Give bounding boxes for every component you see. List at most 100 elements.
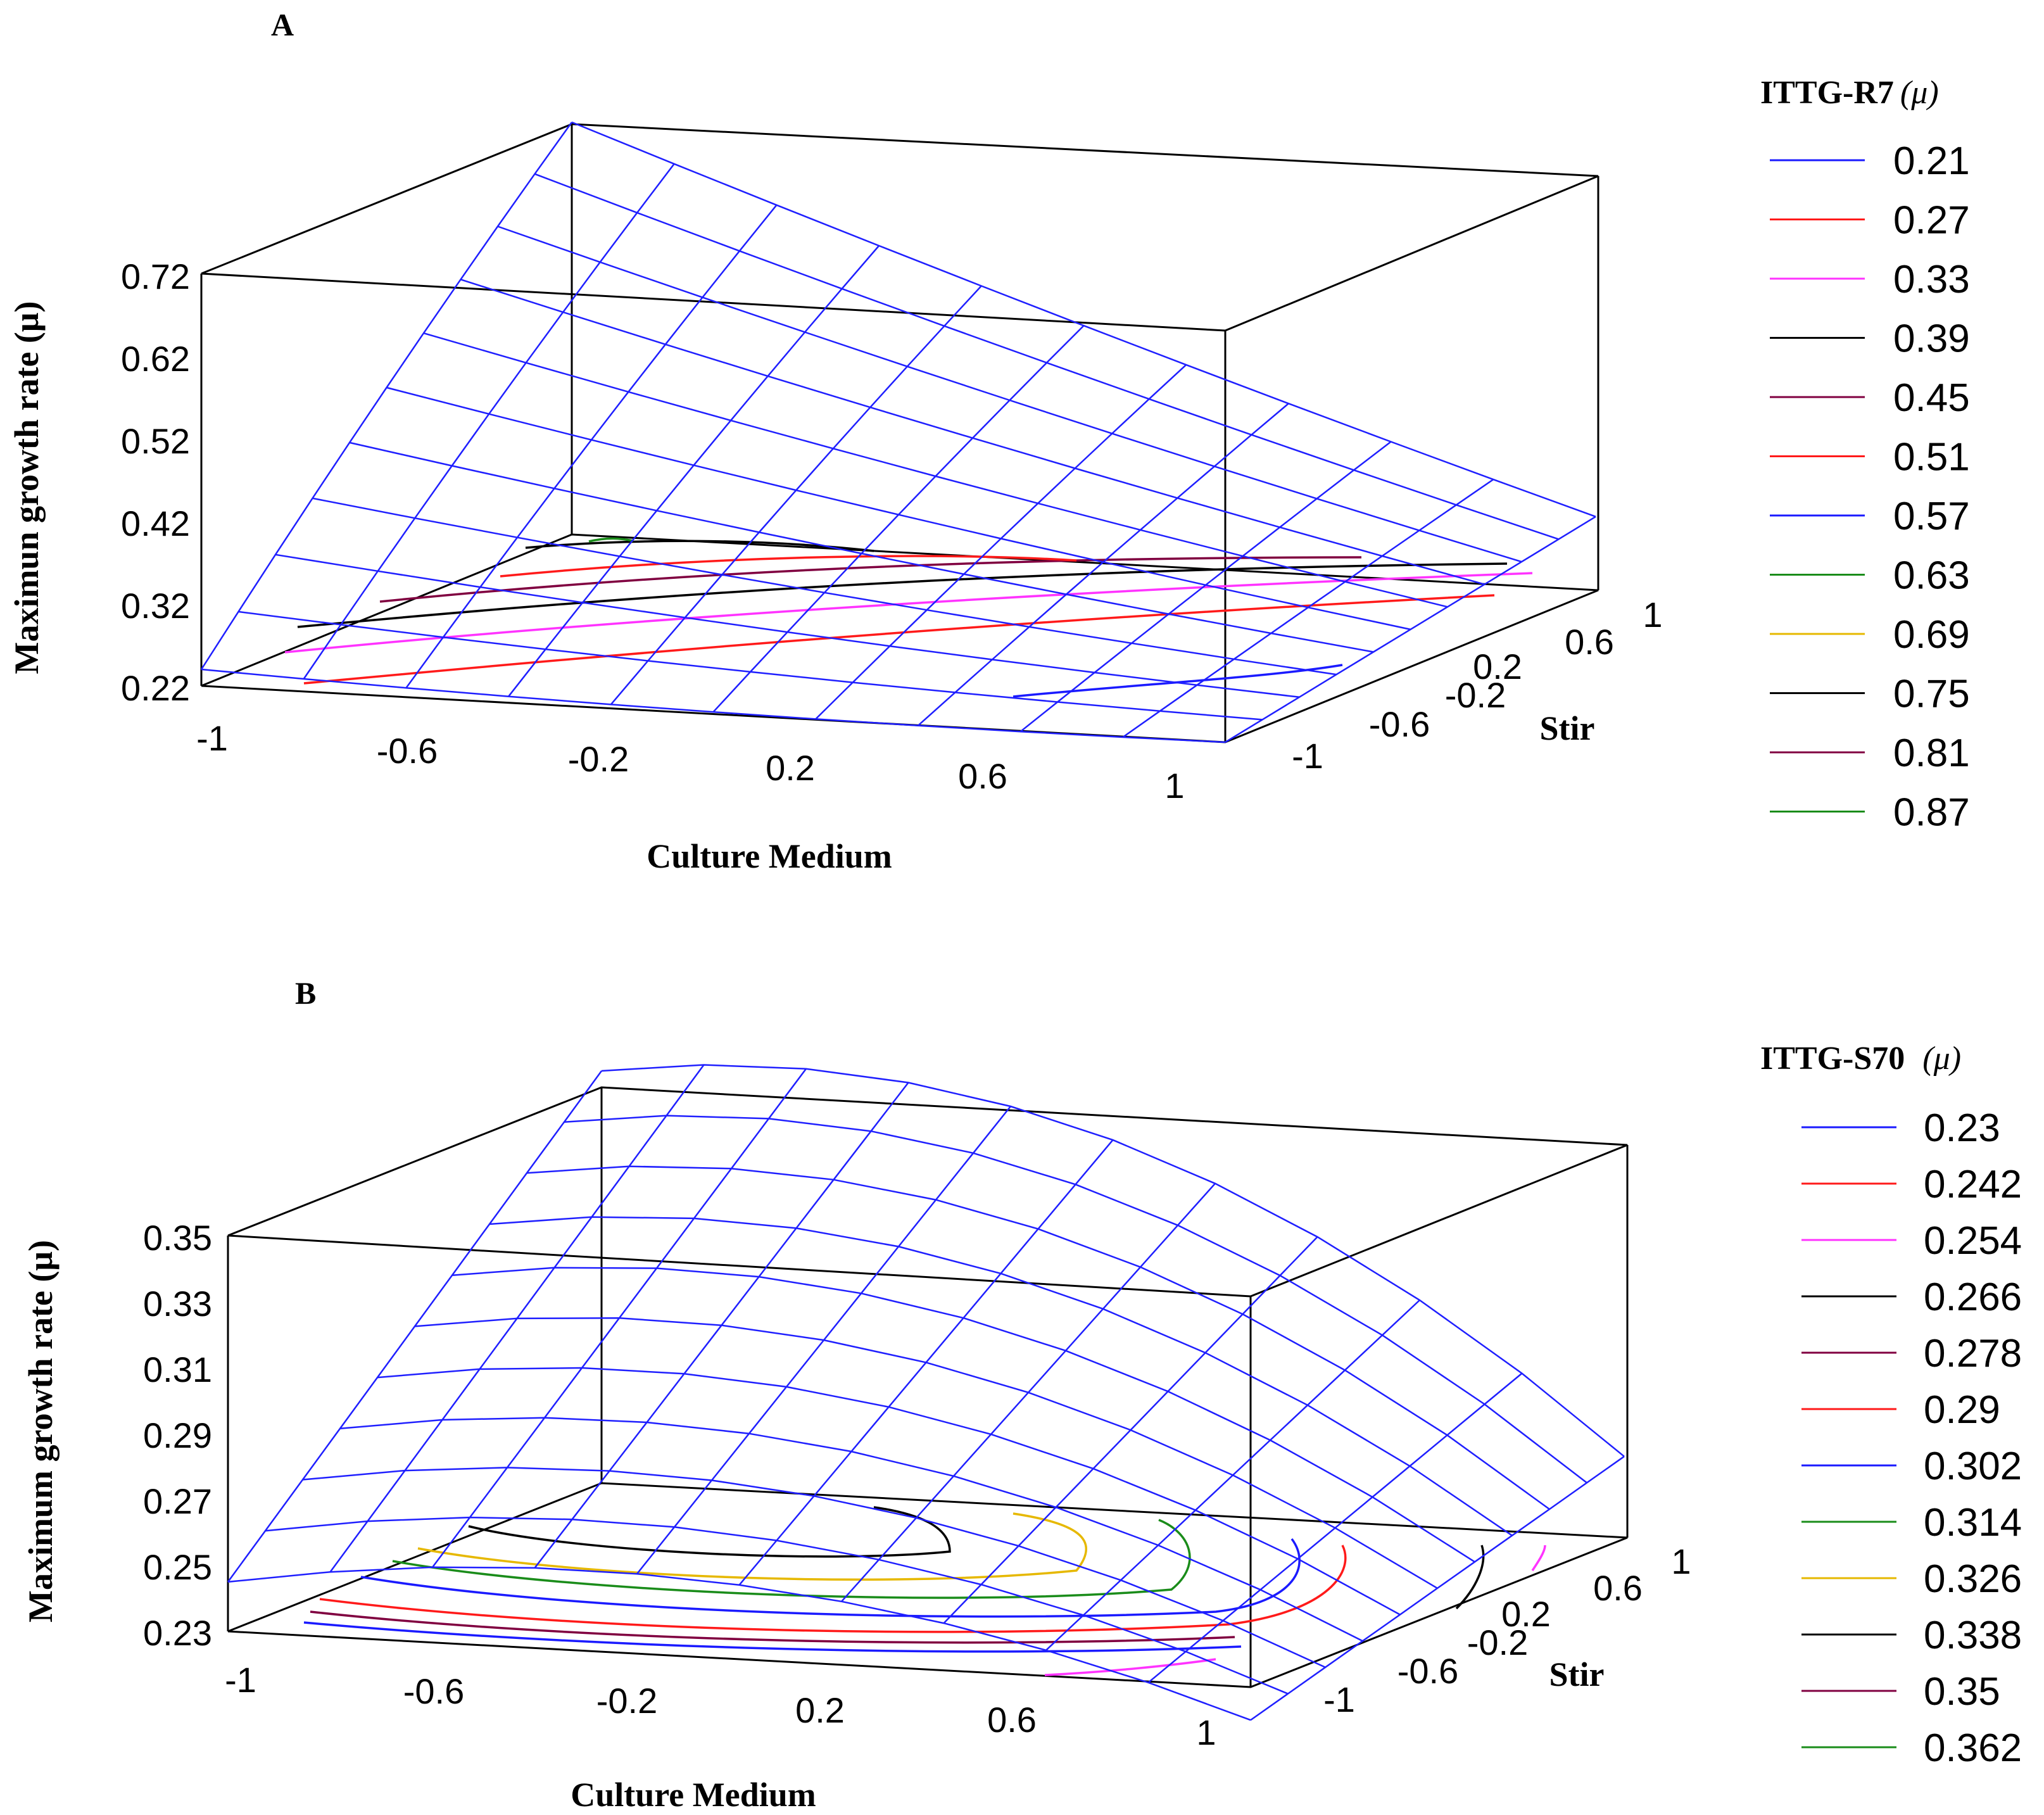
legend-label: 0.33 bbox=[1893, 258, 1970, 301]
legend-title-unit: (μ) bbox=[1922, 1040, 1961, 1077]
legend-label: 0.51 bbox=[1893, 436, 1970, 479]
surface-gridline bbox=[238, 610, 1263, 721]
legend-label: 0.45 bbox=[1893, 376, 1970, 420]
panel-b-y-title: Stir bbox=[1549, 1655, 1605, 1693]
legend-label: 0.69 bbox=[1893, 613, 1970, 657]
panel-a-legend: ITTG-R7 (μ) 0.210.270.330.390.450.510.570… bbox=[1760, 75, 1970, 835]
y-tick: 0.6 bbox=[1593, 1568, 1643, 1608]
y-tick: -1 bbox=[1323, 1679, 1355, 1719]
z-tick: 0.62 bbox=[121, 339, 190, 379]
y-tick: 0.2 bbox=[1501, 1594, 1551, 1634]
x-tick: -0.6 bbox=[377, 731, 438, 771]
surface-gridline bbox=[1122, 479, 1494, 738]
z-tick: 0.52 bbox=[121, 421, 190, 461]
x-tick: -1 bbox=[196, 718, 228, 758]
panel-b-contour bbox=[1044, 1658, 1216, 1676]
legend-label: 0.314 bbox=[1924, 1501, 2022, 1545]
panel-b-legend-title: ITTG-S70 (μ) bbox=[1760, 1040, 1961, 1077]
z-tick: 0.29 bbox=[143, 1415, 212, 1455]
panel-b-legend-entries: 0.23 0.242 0.254 0.266 0.278 0.29 0.302 0.314 0.… bbox=[1801, 1106, 2022, 1770]
z-tick: 0.35 bbox=[143, 1218, 212, 1258]
x-tick: 0.2 bbox=[795, 1690, 845, 1730]
panel-b-x-title: Culture Medium bbox=[571, 1776, 816, 1814]
panel-b-contour bbox=[319, 1545, 1347, 1633]
legend-label: 0.278 bbox=[1924, 1332, 2022, 1375]
surface-gridline bbox=[489, 1216, 1513, 1536]
panel-b-contour bbox=[392, 1519, 1191, 1599]
x-tick: -0.2 bbox=[596, 1681, 658, 1721]
surface-gridline bbox=[918, 403, 1289, 726]
panel-b-x-ticks: -1 -0.6 -0.2 0.2 0.6 1 bbox=[225, 1660, 1216, 1752]
surface-gridline bbox=[534, 173, 1559, 540]
panel-b-y-ticks: -1 -0.6 -0.2 0.2 0.6 1 bbox=[1323, 1541, 1691, 1719]
panel-a-z-title: Maximun growth rate (μ) bbox=[8, 301, 46, 674]
panel-b-box-top bbox=[227, 1086, 1628, 1298]
legend-label: 0.87 bbox=[1893, 791, 1970, 835]
surface-gridline bbox=[508, 245, 880, 697]
surface-gridline bbox=[265, 1516, 1289, 1695]
panel-a-y-ticks: -1 -0.6 -0.2 0.2 0.6 1 bbox=[1292, 595, 1662, 776]
surface-gridline bbox=[841, 1182, 1216, 1602]
panel-a-contour bbox=[1013, 664, 1343, 698]
z-tick: 0.25 bbox=[143, 1547, 212, 1587]
x-tick: 0.6 bbox=[987, 1700, 1037, 1740]
surface-gridline bbox=[712, 325, 1085, 713]
surface-gridline bbox=[423, 332, 1448, 608]
y-tick: -0.6 bbox=[1369, 704, 1430, 744]
panel-a-surface bbox=[200, 121, 1596, 743]
y-tick: -0.2 bbox=[1467, 1622, 1529, 1662]
panel-a-y-title: Stir bbox=[1540, 709, 1595, 747]
panel-a-legend-entries: 0.21 0.27 0.33 0.39 0.45 0.51 0.57 0.63 0.69 0.75… bbox=[1770, 139, 1970, 835]
legend-title-unit: (μ) bbox=[1900, 75, 1939, 111]
surface-gridline bbox=[571, 121, 1596, 517]
panel-b-contour bbox=[303, 1621, 1242, 1653]
legend-label: 0.302 bbox=[1924, 1445, 2022, 1488]
panel-b-contour bbox=[1531, 1545, 1546, 1571]
surface-gridline bbox=[815, 364, 1187, 720]
z-tick: 0.72 bbox=[121, 256, 190, 296]
panel-a-box bbox=[200, 123, 1599, 743]
panel-a-box-top bbox=[201, 123, 1599, 332]
panel-b-z-ticks: 0.23 0.25 0.27 0.29 0.31 0.33 0.35 bbox=[143, 1218, 212, 1653]
x-tick: 0.6 bbox=[958, 756, 1007, 796]
y-tick: -0.2 bbox=[1445, 675, 1506, 715]
panel-a-contour bbox=[284, 572, 1533, 654]
y-tick: 1 bbox=[1671, 1541, 1691, 1581]
legend-title-name: ITTG-R7 bbox=[1760, 75, 1894, 111]
x-tick: -0.6 bbox=[403, 1671, 465, 1711]
y-tick: -1 bbox=[1292, 736, 1323, 776]
panel-a-x-ticks: -1 -0.6 -0.2 0.2 0.6 1 bbox=[196, 718, 1184, 806]
z-tick: 0.23 bbox=[143, 1613, 212, 1653]
surface-gridline bbox=[349, 441, 1374, 653]
panel-a-legend-title: ITTG-R7 (μ) bbox=[1760, 75, 1939, 111]
legend-label: 0.63 bbox=[1893, 554, 1970, 598]
surface-gridline bbox=[200, 122, 573, 670]
surface-gridline bbox=[1225, 515, 1596, 743]
surface-gridline bbox=[1019, 441, 1392, 733]
x-tick: -0.2 bbox=[568, 739, 629, 779]
z-tick: 0.42 bbox=[121, 503, 190, 543]
panel-a-contour bbox=[588, 537, 634, 543]
surface-gridline bbox=[386, 386, 1411, 631]
y-tick: 0.6 bbox=[1565, 622, 1614, 662]
legend-label: 0.338 bbox=[1924, 1614, 2022, 1657]
z-tick: 0.33 bbox=[143, 1284, 212, 1324]
panel-b-contour bbox=[310, 1610, 1235, 1644]
z-tick: 0.27 bbox=[143, 1481, 212, 1521]
panel-b-contour bbox=[1455, 1545, 1485, 1610]
surface-gridline bbox=[1147, 1372, 1523, 1683]
y-tick: -0.6 bbox=[1397, 1651, 1459, 1691]
legend-label: 0.35 bbox=[1924, 1670, 2000, 1714]
surface-gridline bbox=[564, 1115, 1587, 1484]
legend-label: 0.75 bbox=[1893, 673, 1970, 716]
panel-b-label: B bbox=[295, 975, 316, 1011]
y-tick: 1 bbox=[1643, 595, 1662, 635]
panel-a-contour bbox=[303, 594, 1495, 685]
panel-b-contour bbox=[468, 1506, 951, 1558]
x-tick: -1 bbox=[225, 1660, 256, 1700]
panel-b-contour bbox=[360, 1538, 1301, 1618]
legend-label: 0.266 bbox=[1924, 1275, 2022, 1319]
legend-label: 0.23 bbox=[1924, 1106, 2000, 1150]
surface-gridline bbox=[414, 1317, 1438, 1589]
